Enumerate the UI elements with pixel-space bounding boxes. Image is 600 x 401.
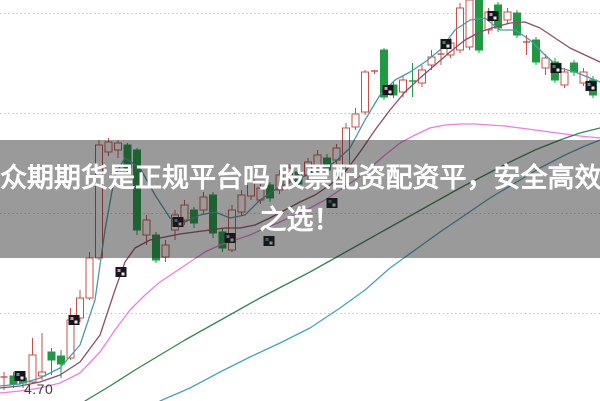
candle-up bbox=[361, 71, 369, 113]
candle-up bbox=[85, 257, 94, 299]
candle-up bbox=[114, 142, 122, 151]
candle-up bbox=[38, 371, 46, 377]
signal-marker-dot bbox=[226, 235, 230, 238]
signal-marker-dot bbox=[493, 16, 497, 20]
signal-marker bbox=[487, 11, 499, 21]
candle-down bbox=[152, 234, 160, 261]
headline-line1: 众期期货是正规平台吗 股票配资配资平，安全高效 bbox=[0, 163, 600, 193]
candle-up bbox=[161, 244, 170, 258]
signal-marker bbox=[585, 81, 597, 91]
signal-marker-dot bbox=[178, 222, 182, 226]
signal-marker-dot bbox=[265, 238, 269, 241]
candle-up bbox=[560, 71, 569, 86]
candle-down bbox=[475, 0, 483, 51]
candle-down bbox=[47, 351, 56, 361]
candle-up bbox=[275, 174, 284, 191]
signal-marker-dot bbox=[556, 68, 560, 72]
candle-up bbox=[541, 57, 550, 69]
signal-marker bbox=[115, 267, 127, 277]
signal-marker-dot bbox=[174, 219, 178, 222]
candle-down bbox=[57, 355, 65, 365]
signal-marker-dot bbox=[74, 320, 78, 324]
candle-up bbox=[237, 194, 246, 213]
headline-overlay: 众期期货是正规平台吗 股票配资配资平，安全高效 之选！ bbox=[0, 140, 600, 258]
candle-up bbox=[228, 209, 236, 251]
candle-up bbox=[247, 179, 255, 197]
candle-down bbox=[532, 39, 540, 63]
low-price-label: 4.70 bbox=[24, 381, 54, 397]
signal-marker-dot bbox=[552, 65, 556, 68]
candle-down bbox=[380, 49, 388, 98]
candle-down bbox=[513, 12, 521, 36]
ma-magenta-line bbox=[0, 123, 600, 394]
candle-up bbox=[95, 144, 103, 259]
candle-down bbox=[209, 194, 217, 234]
signal-marker-dot bbox=[121, 272, 125, 276]
signal-marker-dot bbox=[70, 317, 74, 320]
candle-down bbox=[133, 149, 141, 231]
candle-up bbox=[342, 127, 350, 168]
signal-marker-dot bbox=[332, 203, 336, 207]
signal-marker-dot bbox=[591, 86, 595, 90]
signal-marker-dot bbox=[388, 90, 392, 94]
candle-up bbox=[399, 79, 407, 93]
signal-marker-dot bbox=[489, 13, 493, 16]
signal-marker-dot bbox=[446, 44, 450, 48]
signal-marker-dot bbox=[269, 241, 273, 245]
candle-up bbox=[285, 167, 293, 181]
ma-slow-cyan-line bbox=[159, 139, 600, 401]
candle-up bbox=[104, 141, 113, 153]
candle-up bbox=[313, 154, 322, 169]
signal-marker-dot bbox=[442, 41, 446, 44]
candle-up bbox=[351, 113, 360, 128]
signal-marker-dot bbox=[230, 238, 234, 242]
candle-up bbox=[28, 354, 37, 383]
candle-up bbox=[76, 297, 84, 319]
signal-marker bbox=[172, 217, 184, 227]
signal-marker-dot bbox=[16, 373, 20, 376]
candle-up bbox=[503, 11, 512, 21]
signal-marker bbox=[550, 63, 562, 73]
signal-marker-dot bbox=[328, 200, 332, 203]
candle-up bbox=[199, 196, 208, 211]
signal-marker bbox=[68, 315, 80, 325]
signal-marker-dot bbox=[117, 269, 121, 272]
candle-up bbox=[142, 219, 151, 236]
headline-line2: 之选！ bbox=[259, 205, 341, 235]
signal-marker bbox=[14, 371, 26, 381]
candle-up bbox=[465, 0, 474, 48]
signal-marker-dot bbox=[384, 87, 388, 90]
signal-marker bbox=[382, 85, 394, 95]
signal-marker bbox=[224, 233, 236, 243]
ma-green-line bbox=[84, 127, 600, 401]
candle-down bbox=[123, 144, 132, 169]
ma-fast-teal-line bbox=[0, 17, 600, 387]
signal-marker-dot bbox=[20, 376, 24, 380]
signal-marker bbox=[440, 39, 452, 49]
signal-marker-dot bbox=[587, 83, 591, 86]
signal-marker bbox=[326, 198, 338, 208]
signal-marker bbox=[263, 236, 275, 246]
candle-up bbox=[180, 204, 189, 221]
